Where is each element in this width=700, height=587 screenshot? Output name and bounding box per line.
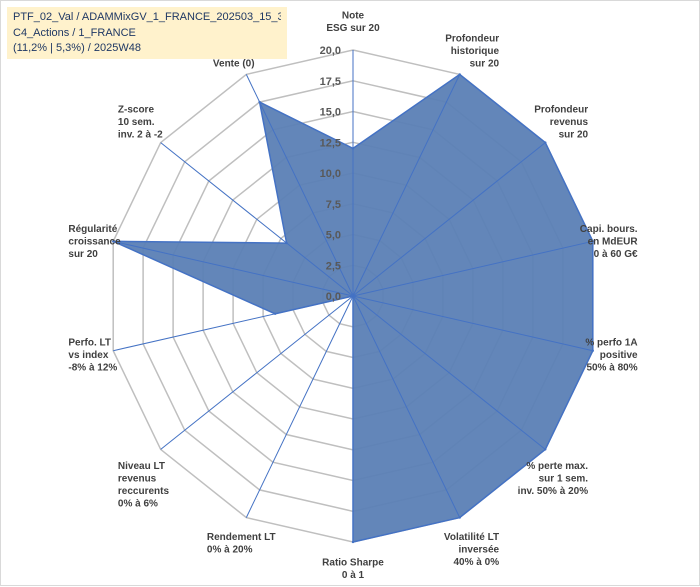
axis-label-line: sur 20 bbox=[470, 58, 500, 69]
axis-label-line: sur 20 bbox=[68, 249, 98, 260]
title-line-2: C4_Actions / 1_FRANCE bbox=[13, 26, 136, 39]
tick-labels: 0,0 2,5 5,0 7,5 10,0 12,5 15,0 17,5 20,0 bbox=[320, 45, 341, 303]
axis-label-line: % perfo 1A bbox=[585, 338, 637, 349]
axis-spoke bbox=[245, 74, 354, 297]
axis-label: Note ESG sur 20 bbox=[326, 11, 380, 35]
axis-spoke bbox=[352, 295, 461, 518]
axis-spoke bbox=[352, 295, 593, 352]
title-line-3: (11,2% | 5,3%) / 2025W48 bbox=[13, 42, 141, 54]
axis-label-line: 0 à 60 G€ bbox=[594, 249, 638, 260]
axis-label-line: inversée bbox=[459, 545, 500, 556]
tick-label: 7,5 bbox=[326, 199, 341, 211]
axis-label: Capi. bours. en MdEUR 0 à 60 G€ bbox=[580, 224, 639, 260]
axis-label-line: Note bbox=[342, 11, 365, 22]
chart-title: PTF_02_Val / ADAMMixGV_1_FRANCE_202503_1… bbox=[7, 7, 287, 59]
axis-label-line: Perfo. LT bbox=[68, 338, 111, 349]
tick-label: 15,0 bbox=[320, 107, 341, 119]
tick-label: 20,0 bbox=[320, 45, 341, 57]
axis-label-line: Capi. bours. bbox=[580, 224, 638, 235]
axis-label-line: 10 sem. bbox=[118, 117, 155, 128]
axis-spoke bbox=[352, 74, 461, 297]
axis-label-line: 0 à 1 bbox=[342, 570, 365, 581]
axis-label-line: Z-score bbox=[118, 104, 155, 115]
axis-label-line: historique bbox=[451, 46, 500, 57]
axis-label-line: Niveau LT bbox=[118, 461, 165, 472]
tick-label: 2,5 bbox=[326, 260, 341, 272]
spoke-layer bbox=[113, 50, 593, 542]
axis-label: Perfo. LT vs index -8% à 12% bbox=[68, 338, 117, 374]
axis-label-line: sur 20 bbox=[559, 129, 589, 140]
axis-spoke bbox=[352, 240, 593, 297]
tick-label: 5,0 bbox=[326, 230, 341, 242]
axis-label-line: 50% à 80% bbox=[586, 363, 637, 374]
axis-label-line: croissance bbox=[68, 236, 121, 247]
axis-label-line: en MdEUR bbox=[588, 236, 639, 247]
axis-label-line: 0% à 20% bbox=[207, 545, 253, 556]
axis-label: Z-score 10 sem. inv. 2 à -2 bbox=[118, 104, 163, 140]
axis-label: Profondeur revenus sur 20 bbox=[534, 104, 588, 140]
axis-spoke bbox=[352, 142, 546, 297]
tick-label: 12,5 bbox=[320, 137, 341, 149]
axis-label-line: positive bbox=[600, 350, 638, 361]
axis-spoke bbox=[160, 295, 354, 450]
axis-label-line: 0% à 6% bbox=[118, 499, 158, 510]
axis-label-line: Rendement LT bbox=[207, 532, 276, 543]
axis-label-line: Vente (0) bbox=[213, 58, 255, 69]
axis-label: Profondeur historique sur 20 bbox=[445, 33, 499, 69]
axis-label: Rendement LT 0% à 20% bbox=[207, 532, 276, 556]
axis-label: % perte max. sur 1 sem. inv. 50% à 20% bbox=[518, 461, 589, 497]
axis-spoke bbox=[245, 295, 354, 518]
axis-label-line: vs index bbox=[68, 350, 108, 361]
axis-label: Niveau LT revenus reccurents 0% à 6% bbox=[118, 461, 170, 510]
axis-label: Ratio Sharpe 0 à 1 bbox=[322, 558, 384, 582]
axis-label-line: Profondeur bbox=[445, 33, 499, 44]
axis-label-line: Volatilité LT bbox=[444, 532, 499, 543]
axis-spoke bbox=[113, 295, 354, 352]
axis-label-line: reccurents bbox=[118, 486, 170, 497]
axis-label-line: revenus bbox=[118, 474, 157, 485]
tick-label: 17,5 bbox=[320, 76, 341, 88]
tick-label: 10,0 bbox=[320, 168, 341, 180]
axis-spoke bbox=[113, 240, 354, 297]
title-line-1: PTF_02_Val / ADAMMixGV_1_FRANCE_202503_1… bbox=[13, 11, 281, 23]
axis-label-line: Profondeur bbox=[534, 104, 588, 115]
axis-label-line: -8% à 12% bbox=[68, 363, 117, 374]
axis-label-line: inv. 2 à -2 bbox=[118, 129, 163, 140]
axis-label: % perfo 1A positive 50% à 80% bbox=[585, 338, 638, 374]
axis-label-line: ESG sur 20 bbox=[326, 23, 380, 34]
axis-spoke bbox=[160, 142, 354, 297]
axis-label: Régularité croissance sur 20 bbox=[68, 224, 121, 260]
axis-label: Volatilité LT inversée 40% à 0% bbox=[444, 532, 500, 568]
axis-label-line: revenus bbox=[550, 117, 589, 128]
axis-label-line: 40% à 0% bbox=[454, 557, 500, 568]
axis-label-line: Ratio Sharpe bbox=[322, 558, 384, 569]
axis-label-line: % perte max. bbox=[526, 461, 588, 472]
axis-label-line: sur 1 sem. bbox=[539, 474, 589, 485]
axis-spoke bbox=[352, 295, 546, 450]
tick-label: 0,0 bbox=[326, 291, 341, 303]
axis-label-line: inv. 50% à 20% bbox=[518, 486, 589, 497]
axis-label-line: Régularité bbox=[68, 224, 117, 235]
